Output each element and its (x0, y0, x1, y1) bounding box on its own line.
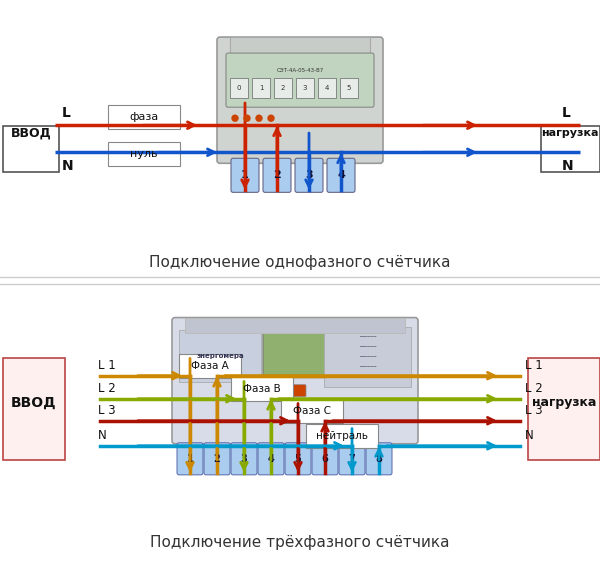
FancyBboxPatch shape (541, 126, 600, 172)
FancyBboxPatch shape (177, 443, 203, 475)
Text: 4: 4 (337, 171, 345, 180)
Text: ВВОД: ВВОД (11, 396, 57, 410)
FancyBboxPatch shape (3, 358, 65, 460)
Text: 2: 2 (273, 171, 281, 180)
Text: 1: 1 (187, 454, 193, 464)
Text: N: N (525, 429, 534, 442)
FancyBboxPatch shape (306, 424, 378, 448)
Text: фаза: фаза (130, 112, 158, 122)
FancyBboxPatch shape (295, 158, 323, 192)
Text: ──────: ────── (359, 353, 377, 358)
Text: 1: 1 (259, 85, 263, 91)
FancyBboxPatch shape (108, 105, 180, 129)
Circle shape (244, 115, 250, 121)
FancyBboxPatch shape (285, 443, 311, 475)
Circle shape (232, 115, 238, 121)
Text: ВВОД: ВВОД (11, 127, 52, 140)
FancyBboxPatch shape (296, 78, 314, 98)
Text: N: N (562, 159, 574, 173)
FancyBboxPatch shape (252, 78, 270, 98)
FancyBboxPatch shape (528, 358, 600, 460)
FancyBboxPatch shape (340, 78, 358, 98)
Text: L 2: L 2 (98, 382, 116, 395)
FancyBboxPatch shape (274, 78, 292, 98)
Text: Подключение однофазного счётчика: Подключение однофазного счётчика (149, 255, 451, 270)
Text: 2: 2 (214, 454, 220, 464)
Text: нуль: нуль (130, 149, 158, 159)
Text: L: L (562, 106, 571, 120)
FancyBboxPatch shape (230, 37, 370, 55)
Text: 5: 5 (347, 85, 351, 91)
Text: L 1: L 1 (525, 359, 543, 372)
Text: ──────: ────── (359, 343, 377, 348)
Text: энергомера: энергомера (196, 353, 244, 358)
FancyBboxPatch shape (3, 126, 59, 172)
Text: нейтраль: нейтраль (316, 431, 368, 441)
FancyBboxPatch shape (263, 329, 367, 378)
FancyBboxPatch shape (231, 443, 257, 475)
Text: N: N (62, 159, 74, 173)
FancyBboxPatch shape (230, 78, 248, 98)
Text: 1: 1 (241, 171, 249, 180)
FancyBboxPatch shape (284, 385, 306, 397)
Text: L 1: L 1 (98, 359, 116, 372)
FancyBboxPatch shape (312, 443, 338, 475)
FancyBboxPatch shape (108, 142, 180, 166)
Text: L 3: L 3 (98, 404, 116, 417)
Text: 3: 3 (303, 85, 307, 91)
FancyBboxPatch shape (226, 53, 374, 107)
FancyBboxPatch shape (327, 158, 355, 192)
Text: Фаза С: Фаза С (293, 406, 331, 416)
FancyBboxPatch shape (263, 158, 291, 192)
Text: N: N (98, 429, 107, 442)
FancyBboxPatch shape (318, 78, 336, 98)
Text: нагрузка: нагрузка (541, 128, 599, 138)
Text: L: L (62, 106, 71, 120)
FancyBboxPatch shape (217, 37, 383, 163)
Text: 6: 6 (322, 454, 328, 464)
Text: СЭТ-4А-05-43-В7: СЭТ-4А-05-43-В7 (277, 68, 323, 72)
Text: Фаза В: Фаза В (243, 384, 281, 394)
FancyBboxPatch shape (324, 327, 411, 387)
Text: 4: 4 (268, 454, 274, 464)
Text: нагрузка: нагрузка (532, 396, 596, 409)
Text: L 2: L 2 (525, 382, 543, 395)
FancyBboxPatch shape (204, 443, 230, 475)
FancyBboxPatch shape (172, 318, 418, 444)
Text: 3: 3 (305, 171, 313, 180)
Text: 5: 5 (295, 454, 301, 464)
Text: 4: 4 (325, 85, 329, 91)
Text: L 3: L 3 (525, 404, 542, 417)
Text: 8: 8 (376, 454, 382, 464)
Text: 7: 7 (349, 454, 355, 464)
FancyBboxPatch shape (366, 443, 392, 475)
FancyBboxPatch shape (339, 443, 365, 475)
Circle shape (268, 115, 274, 121)
Circle shape (256, 115, 262, 121)
Text: 2: 2 (281, 85, 285, 91)
FancyBboxPatch shape (231, 158, 259, 192)
Text: 0: 0 (237, 85, 241, 91)
Text: ──────: ────── (359, 333, 377, 338)
FancyBboxPatch shape (231, 376, 293, 401)
Text: ──────: ────── (359, 373, 377, 378)
Text: Фаза А: Фаза А (191, 361, 229, 371)
FancyBboxPatch shape (185, 318, 405, 333)
FancyBboxPatch shape (258, 443, 284, 475)
FancyBboxPatch shape (179, 353, 241, 378)
FancyBboxPatch shape (179, 330, 261, 381)
FancyBboxPatch shape (281, 399, 343, 423)
Text: 3: 3 (241, 454, 247, 464)
Text: Подключение трёхфазного счётчика: Подключение трёхфазного счётчика (150, 535, 450, 550)
Text: ──────: ────── (359, 363, 377, 368)
